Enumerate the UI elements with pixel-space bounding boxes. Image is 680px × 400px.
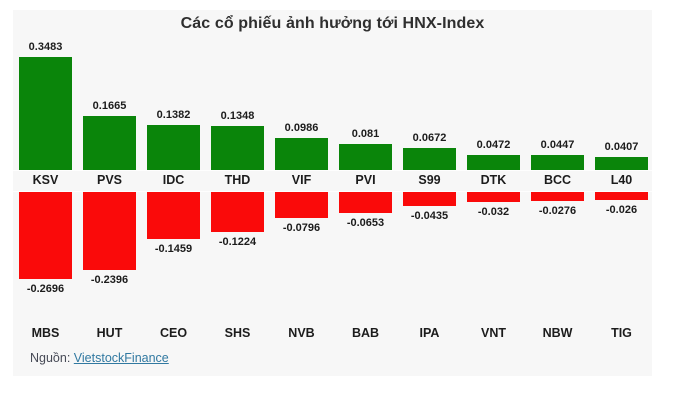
ticker-label-IDC: IDC bbox=[162, 173, 185, 187]
value-label-L40: 0.0407 bbox=[604, 141, 639, 153]
value-label-KSV: 0.3483 bbox=[28, 41, 63, 53]
ticker-label-THD: THD bbox=[224, 173, 251, 187]
value-label-BAB: -0.0653 bbox=[346, 217, 385, 229]
bar-negative-NBW bbox=[531, 192, 584, 201]
bar-negative-IPA bbox=[403, 192, 456, 206]
bar-positive-PVI bbox=[339, 144, 392, 170]
ticker-label-NVB: NVB bbox=[288, 326, 315, 340]
value-label-BCC: 0.0447 bbox=[540, 139, 575, 151]
value-label-NVB: -0.0796 bbox=[282, 222, 321, 234]
source-line: Nguồn: VietstockFinance bbox=[30, 351, 169, 365]
value-label-IDC: 0.1382 bbox=[156, 109, 191, 121]
ticker-label-HUT: HUT bbox=[96, 326, 123, 340]
ticker-label-PVI: PVI bbox=[355, 173, 376, 187]
bar-positive-KSV bbox=[19, 57, 72, 170]
bar-positive-IDC bbox=[147, 125, 200, 170]
value-label-DTK: 0.0472 bbox=[476, 139, 511, 151]
value-label-S99: 0.0672 bbox=[412, 132, 447, 144]
bar-negative-BAB bbox=[339, 192, 392, 213]
ticker-label-DTK: DTK bbox=[480, 173, 507, 187]
ticker-label-TIG: TIG bbox=[611, 326, 632, 340]
ticker-label-KSV: KSV bbox=[32, 173, 59, 187]
ticker-label-S99: S99 bbox=[418, 173, 441, 187]
ticker-label-VIF: VIF bbox=[291, 173, 312, 187]
value-label-HUT: -0.2396 bbox=[90, 274, 129, 286]
bar-positive-PVS bbox=[83, 116, 136, 170]
ticker-label-SHS: SHS bbox=[224, 326, 251, 340]
bar-negative-SHS bbox=[211, 192, 264, 232]
ticker-label-BCC: BCC bbox=[543, 173, 572, 187]
bar-negative-HUT bbox=[83, 192, 136, 270]
ticker-label-IPA: IPA bbox=[419, 326, 440, 340]
bar-positive-BCC bbox=[531, 155, 584, 170]
value-label-VIF: 0.0986 bbox=[284, 122, 319, 134]
baseline-negative bbox=[13, 191, 652, 192]
value-label-TIG: -0.026 bbox=[605, 204, 638, 216]
ticker-label-MBS: MBS bbox=[31, 326, 60, 340]
bar-negative-MBS bbox=[19, 192, 72, 279]
bar-negative-CEO bbox=[147, 192, 200, 239]
source-prefix: Nguồn: bbox=[30, 351, 71, 365]
value-label-PVI: 0.081 bbox=[351, 128, 380, 140]
value-label-IPA: -0.0435 bbox=[410, 210, 449, 222]
bar-positive-L40 bbox=[595, 157, 648, 170]
ticker-label-PVS: PVS bbox=[96, 173, 122, 187]
value-label-THD: 0.1348 bbox=[220, 110, 255, 122]
ticker-label-L40: L40 bbox=[610, 173, 633, 187]
ticker-label-BAB: BAB bbox=[351, 326, 380, 340]
ticker-label-VNT: VNT bbox=[481, 326, 506, 340]
chart-title: Các cổ phiếu ảnh hưởng tới HNX-Index bbox=[180, 15, 485, 32]
baseline-positive bbox=[13, 170, 652, 171]
value-label-CEO: -0.1459 bbox=[154, 243, 193, 255]
bar-positive-THD bbox=[211, 126, 264, 170]
bar-negative-TIG bbox=[595, 192, 648, 200]
bar-positive-VIF bbox=[275, 138, 328, 170]
bar-negative-NVB bbox=[275, 192, 328, 218]
bar-positive-DTK bbox=[467, 155, 520, 170]
ticker-label-NBW: NBW bbox=[542, 326, 573, 340]
value-label-NBW: -0.0276 bbox=[538, 205, 577, 217]
value-label-MBS: -0.2696 bbox=[26, 283, 65, 295]
value-label-SHS: -0.1224 bbox=[218, 236, 257, 248]
bar-positive-S99 bbox=[403, 148, 456, 170]
bar-negative-VNT bbox=[467, 192, 520, 202]
value-label-PVS: 0.1665 bbox=[92, 100, 127, 112]
value-label-VNT: -0.032 bbox=[477, 206, 510, 218]
source-link[interactable]: VietstockFinance bbox=[73, 351, 169, 365]
ticker-label-CEO: CEO bbox=[159, 326, 188, 340]
